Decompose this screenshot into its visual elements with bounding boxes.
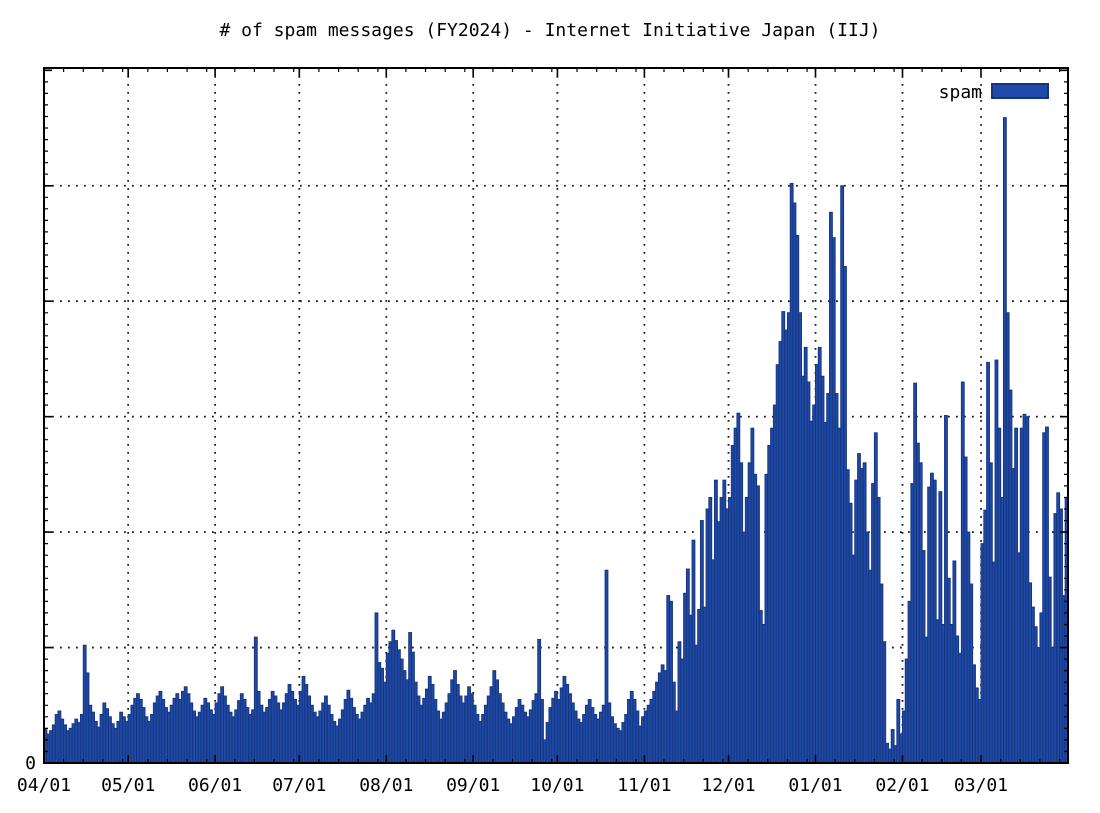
x-tick-label: 04/01 bbox=[17, 775, 71, 796]
x-tick-label: 05/01 bbox=[101, 775, 155, 796]
minor-ticks bbox=[44, 68, 1068, 763]
major-ticks bbox=[43, 68, 1068, 764]
legend: spam bbox=[939, 82, 1049, 103]
x-tick-label: 10/01 bbox=[530, 775, 584, 796]
x-tick-label: 09/01 bbox=[446, 775, 500, 796]
x-tick-label: 11/01 bbox=[617, 775, 671, 796]
x-tick-label: 12/01 bbox=[701, 775, 755, 796]
legend-swatch bbox=[991, 83, 1049, 99]
plot-border bbox=[43, 67, 1069, 764]
x-tick-label: 06/01 bbox=[188, 775, 242, 796]
legend-label: spam bbox=[939, 82, 982, 103]
chart-title: # of spam messages (FY2024) - Internet I… bbox=[219, 20, 881, 41]
x-tick-label: 03/01 bbox=[954, 775, 1008, 796]
bar-series bbox=[43, 117, 1069, 764]
x-tick-label: 07/01 bbox=[272, 775, 326, 796]
x-tick-label: 01/01 bbox=[788, 775, 842, 796]
x-tick-label: 02/01 bbox=[875, 775, 929, 796]
y-tick-label: 0 bbox=[25, 753, 36, 774]
x-tick-label: 08/01 bbox=[359, 775, 413, 796]
